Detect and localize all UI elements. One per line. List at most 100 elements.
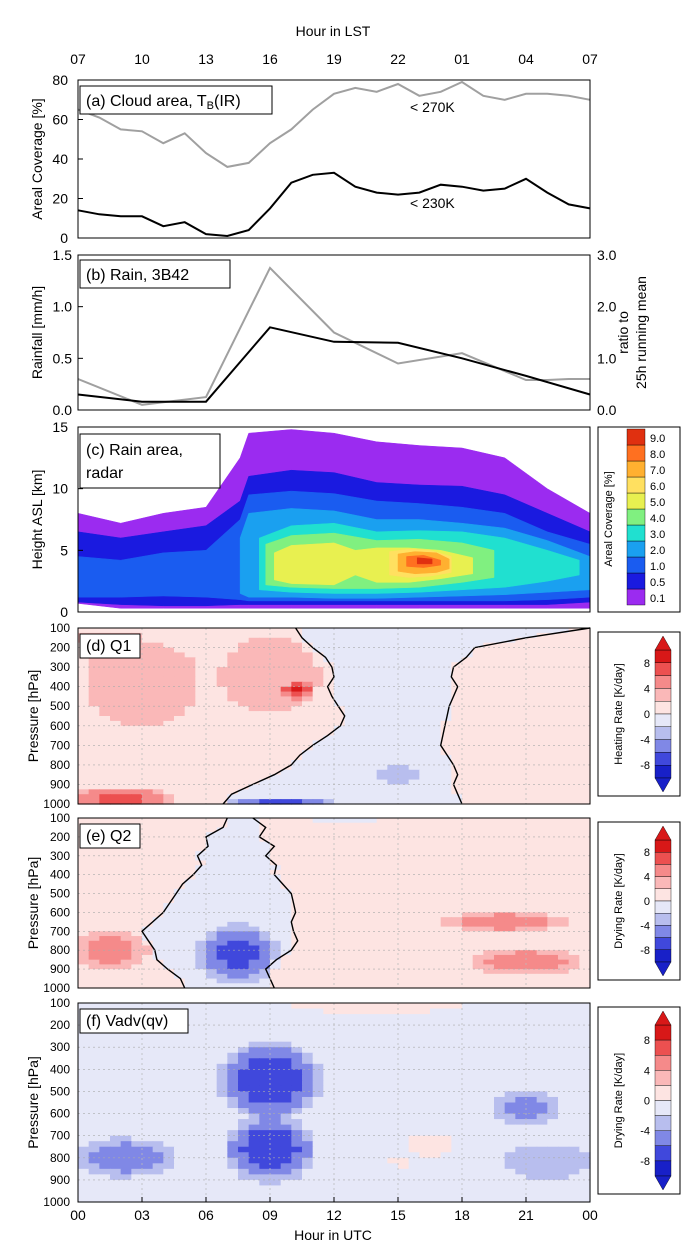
heatmap-cell [526,750,538,756]
heatmap-cell [344,725,356,732]
heatmap-cell [451,647,463,654]
heatmap-cell [408,1141,420,1148]
heatmap-cell [334,832,346,838]
heatmap-cell [408,1047,420,1054]
heatmap-cell [344,667,356,673]
heatmap-cell [494,725,506,732]
y-tick-label: 600 [50,719,70,733]
heatmap-cell [291,865,303,871]
heatmap-cell [494,735,506,742]
heatmap-cell [131,874,143,880]
heatmap-cell [366,755,378,761]
heatmap-cell [291,652,303,658]
heatmap-cell [206,917,218,923]
heatmap-cell [387,1135,399,1142]
heatmap-cell [440,696,452,702]
heatmap-cell [270,1052,282,1059]
heatmap-cell [163,846,175,852]
heatmap-cell [376,760,388,766]
heatmap-cell [504,1119,516,1126]
heatmap-cell [462,1113,474,1120]
heatmap-cell [483,1130,495,1137]
heatmap-cell [494,851,506,857]
heatmap-cell [536,926,548,932]
heatmap-cell [398,865,410,871]
heatmap-cell [270,879,282,885]
colorbar-tick-label: -4 [640,735,650,747]
heatmap-cell [504,799,516,805]
heatmap-cell [270,973,282,980]
heatmap-cell [206,730,218,737]
heatmap-cell [312,1102,324,1109]
heatmap-cell [440,681,452,688]
heatmap-cell [88,720,100,727]
heatmap-cell [152,832,164,838]
heatmap-cell [344,1141,356,1148]
heatmap-cell [238,950,250,956]
heatmap-cell [99,750,111,756]
heatmap-cell [398,1036,410,1043]
heatmap-cell [536,865,548,871]
heatmap-cell [312,832,324,838]
heatmap-cell [462,860,474,866]
heatmap-cell [355,1085,367,1093]
heatmap-cell [462,1141,474,1148]
heatmap-cell [419,760,431,766]
heatmap-cell [366,784,378,790]
heatmap-cell [291,672,303,678]
heatmap-cell [440,851,452,857]
heatmap-cell [131,799,143,805]
heatmap-cell [547,1003,559,1010]
heatmap-cell [440,706,452,712]
heatmap-cell [419,676,431,683]
heatmap-cell [78,799,90,805]
heatmap-cell [494,1080,506,1087]
heatmap-cell [312,711,324,717]
heatmap-cell [483,1124,495,1131]
colorbar-tick-label: 5.0 [650,497,665,509]
heatmap-cell [344,945,356,951]
heatmap-cell [366,1069,378,1076]
heatmap-cell [504,755,516,761]
heatmap-cell [291,779,303,786]
heatmap-cell [408,1146,420,1153]
heatmap-cell [110,667,122,673]
heatmap-cell [366,676,378,683]
heatmap-cell [355,642,367,649]
heatmap-cell [184,642,196,649]
heatmap-cell [184,1113,196,1120]
heatmap-cell [120,950,132,956]
heatmap-cell [302,667,314,673]
heatmap-cell [494,691,506,698]
heatmap-cell [280,1063,292,1070]
heatmap-cell [579,652,591,658]
heatmap-cell [302,969,314,975]
heatmap-cell [494,884,506,890]
heatmap-cell [334,799,346,805]
heatmap-cell [408,1091,420,1098]
heatmap-cell [174,855,186,862]
heatmap-cell [227,1102,239,1109]
heatmap-cell [494,1036,506,1043]
heatmap-cell [536,973,548,980]
heatmap-cell [515,1085,527,1093]
heatmap-cell [206,657,218,663]
heatmap-cell [387,1003,399,1010]
heatmap-cell [120,1058,132,1065]
heatmap-cell [291,794,303,800]
heatmap-cell [110,917,122,923]
heatmap-cell [547,701,559,707]
heatmap-cell [78,950,90,956]
heatmap-cell [248,1041,260,1048]
heatmap-cell [515,964,527,970]
heatmap-cell [547,1036,559,1043]
heatmap-cell [302,869,314,876]
heatmap-cell [312,898,324,904]
heatmap-cell [355,1063,367,1070]
heatmap-cell [579,701,591,707]
heatmap-cell [152,931,164,937]
heatmap-cell [312,978,324,984]
heatmap-cell [163,1063,175,1070]
heatmap-cell [227,1080,239,1087]
heatmap-cell [184,836,196,843]
